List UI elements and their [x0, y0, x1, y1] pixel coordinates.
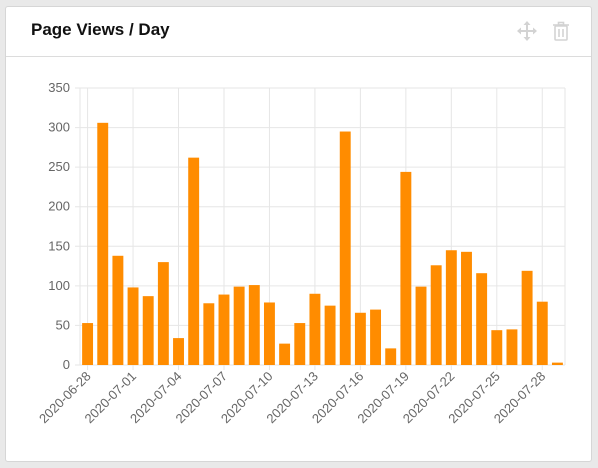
bar-2020-07-17[interactable] — [370, 309, 382, 365]
bar-2020-06-29[interactable] — [97, 122, 109, 365]
bar-2020-07-11[interactable] — [279, 343, 291, 365]
bar-2020-07-07[interactable] — [218, 294, 230, 365]
bar-2020-07-15[interactable] — [339, 131, 351, 365]
card-tools — [517, 21, 571, 41]
card-title: Page Views / Day — [31, 20, 170, 39]
bar-2020-07-13[interactable] — [309, 293, 321, 365]
chart-bars — [82, 122, 563, 365]
chart-grid — [75, 87, 566, 370]
y-tick-label: 250 — [48, 159, 70, 174]
bar-2020-07-06[interactable] — [203, 303, 215, 365]
bar-2020-07-20[interactable] — [415, 286, 427, 365]
bar-2020-07-28[interactable] — [536, 301, 548, 365]
bar-2020-07-12[interactable] — [294, 323, 306, 365]
x-axis-ticks: 2020-06-282020-07-012020-07-042020-07-07… — [36, 369, 548, 427]
y-tick-label: 350 — [48, 80, 70, 95]
bar-2020-07-16[interactable] — [354, 312, 366, 365]
bar-2020-07-08[interactable] — [233, 286, 245, 365]
y-tick-label: 200 — [48, 199, 70, 214]
y-tick-label: 300 — [48, 120, 70, 135]
bar-2020-07-19[interactable] — [400, 171, 412, 365]
bar-2020-07-25[interactable] — [491, 330, 503, 365]
bar-2020-07-21[interactable] — [430, 265, 442, 365]
bar-2020-06-30[interactable] — [112, 255, 124, 365]
bar-2020-07-05[interactable] — [188, 157, 200, 365]
bar-2020-07-18[interactable] — [385, 348, 397, 365]
move-icon[interactable] — [517, 21, 537, 41]
bar-2020-07-04[interactable] — [173, 338, 184, 365]
bar-2020-07-09[interactable] — [248, 285, 260, 365]
y-axis-ticks: 0 50 100 150 200 250 300 350 — [48, 80, 70, 372]
trash-icon[interactable] — [551, 21, 571, 41]
y-tick-label: 100 — [48, 278, 70, 293]
y-tick-label: 150 — [48, 238, 70, 253]
bar-2020-07-23[interactable] — [461, 251, 472, 365]
bar-2020-07-03[interactable] — [157, 262, 169, 365]
y-tick-label: 0 — [63, 357, 70, 372]
bar-2020-07-02[interactable] — [142, 296, 154, 365]
bar-2020-07-14[interactable] — [324, 305, 336, 365]
bar-2020-07-22[interactable] — [445, 250, 457, 365]
bar-2020-07-26[interactable] — [506, 329, 518, 365]
bar-2020-07-24[interactable] — [476, 273, 488, 365]
bar-2020-07-27[interactable] — [521, 270, 533, 365]
card-header: Page Views / Day — [6, 7, 591, 57]
bar-2020-07-29[interactable] — [551, 362, 563, 365]
bar-2020-07-01[interactable] — [127, 287, 139, 365]
y-tick-label: 50 — [56, 317, 70, 332]
bar-2020-07-10[interactable] — [263, 302, 275, 365]
bar-2020-06-28[interactable] — [82, 323, 94, 365]
